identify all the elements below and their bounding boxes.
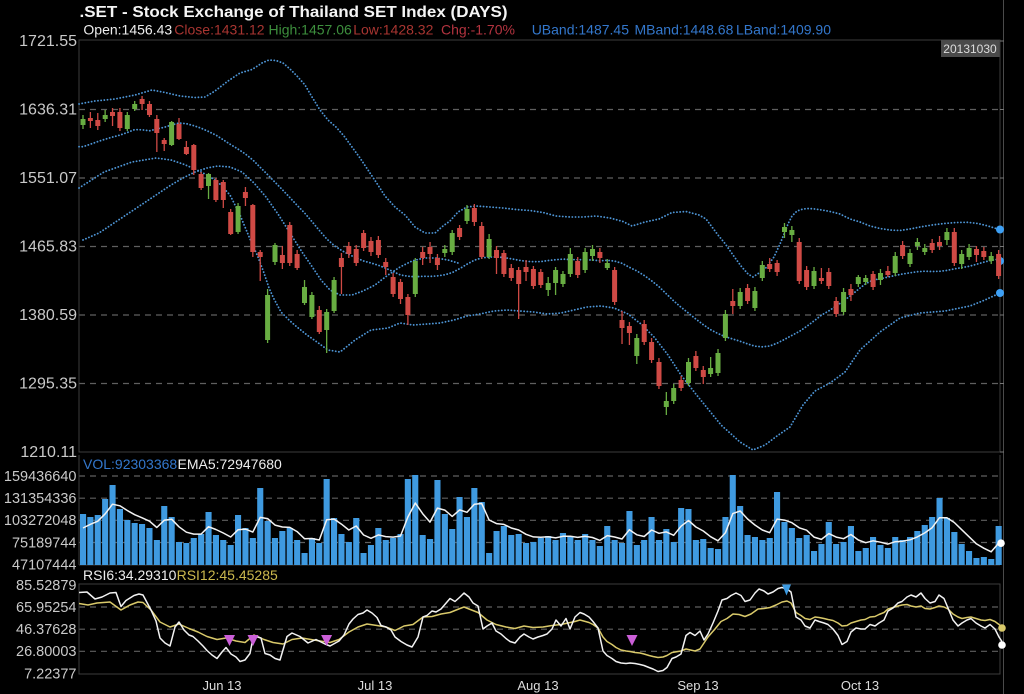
svg-text:1380.59: 1380.59 [19, 307, 77, 324]
svg-text:103272048: 103272048 [4, 513, 77, 529]
svg-text:Aug 13: Aug 13 [517, 678, 558, 693]
svg-text:159436640: 159436640 [4, 469, 77, 485]
svg-text:.SET - Stock Exchange of Thail: .SET - Stock Exchange of Thailand SET In… [80, 4, 508, 21]
svg-text:46.37628: 46.37628 [16, 622, 76, 638]
svg-text:RSI6:34.29310RSI12:45.45285: RSI6:34.29310RSI12:45.45285 [83, 567, 278, 583]
svg-text:85.52879: 85.52879 [16, 578, 76, 594]
svg-text:Sep 13: Sep 13 [677, 678, 718, 693]
svg-text:26.80003: 26.80003 [16, 644, 76, 660]
svg-text:1721.55: 1721.55 [19, 33, 77, 50]
svg-text:VOL:92303368EMA5:72947680: VOL:92303368EMA5:72947680 [83, 456, 282, 472]
svg-text:7.22377: 7.22377 [24, 666, 76, 682]
svg-text:47107444: 47107444 [12, 557, 77, 573]
svg-text:Jul 13: Jul 13 [358, 678, 393, 693]
svg-text:131354336: 131354336 [4, 491, 77, 507]
svg-text:1210.11: 1210.11 [20, 444, 77, 461]
svg-text:1465.83: 1465.83 [19, 239, 77, 256]
svg-text:20131030: 20131030 [943, 42, 997, 56]
svg-text:65.95254: 65.95254 [16, 600, 76, 616]
svg-text:Oct 13: Oct 13 [841, 678, 879, 693]
svg-text:1551.07: 1551.07 [19, 170, 77, 187]
svg-text:1636.31: 1636.31 [19, 102, 77, 119]
svg-text:Jun 13: Jun 13 [202, 678, 241, 693]
svg-text:1295.35: 1295.35 [19, 376, 77, 393]
svg-text:75189744: 75189744 [12, 535, 77, 551]
